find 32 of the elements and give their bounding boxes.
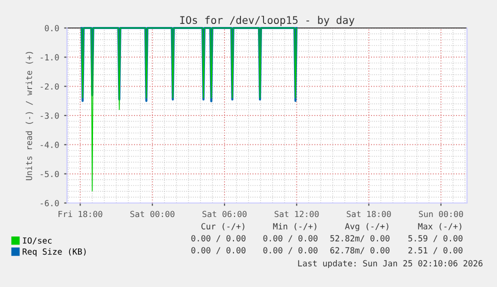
- x-tick-label: Sat 00:00: [130, 210, 174, 218]
- text: 2.51 / 0.00: [408, 247, 462, 254]
- text: 0.00 / 0.00: [191, 247, 246, 254]
- y-tick-label: -2.0: [40, 83, 59, 90]
- line-series: [81, 28, 297, 192]
- x-tick-label: Sat 18:00: [346, 210, 391, 218]
- chart-title: IOs for /dev/loop15 - by day: [180, 16, 354, 26]
- text: 52.82m/ 0.00: [330, 235, 390, 242]
- x-tick-label: Sat 12:00: [274, 210, 319, 218]
- text: 5.59 / 0.00: [408, 235, 462, 242]
- text: 0.00 / 0.00: [263, 247, 318, 254]
- line-series: [80, 26, 298, 102]
- legend-label: Req Size (KB): [22, 248, 86, 256]
- text: Max (-/+): [418, 223, 462, 230]
- text: 0.00 / 0.00: [191, 235, 246, 242]
- x-tick-label: Sat 06:00: [202, 210, 247, 218]
- text: Cur (-/+): [201, 223, 244, 230]
- text: Min (-/+): [273, 222, 316, 230]
- y-tick-label: -1.0: [40, 54, 59, 60]
- x-tick-label: Sun 00:00: [418, 210, 463, 218]
- y-tick-label: 0.0: [44, 25, 59, 32]
- text: Avg (-/+): [345, 222, 388, 232]
- text: Last update: Sun Jan 25 02:10:06 2026: [298, 260, 482, 268]
- y-tick-label: -3.0: [40, 112, 59, 119]
- text: 0.00 / 0.00: [263, 235, 318, 242]
- y-tick-label: -4.0: [40, 142, 59, 148]
- legend-label: IO/sec: [22, 237, 52, 244]
- y-tick-label: -6.0: [40, 200, 59, 206]
- text: 62.78m/ 0.00: [330, 247, 390, 254]
- y-tick-label: -5.0: [40, 170, 59, 178]
- x-tick-label: Fri 18:00: [58, 210, 102, 218]
- y-axis-title: Units read (-) / write (+): [26, 52, 34, 180]
